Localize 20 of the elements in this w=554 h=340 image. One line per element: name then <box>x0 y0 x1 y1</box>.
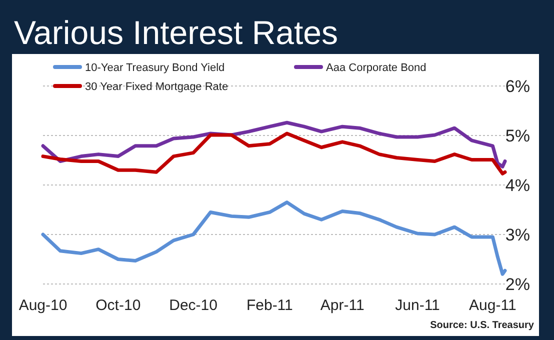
x-tick-label: Apr-11 <box>320 297 364 314</box>
x-tick-label: Jun-11 <box>395 297 440 314</box>
y-tick-label: 5% <box>505 126 530 146</box>
line-series <box>41 120 507 168</box>
legend-label: 10-Year Treasury Bond Yield <box>85 62 225 74</box>
legend-label: Aaa Corporate Bond <box>326 62 426 74</box>
legend-label: 30 Year Fixed Mortgage Rate <box>85 81 228 93</box>
x-tick-label: Oct-10 <box>96 297 141 314</box>
line-series <box>41 132 507 176</box>
y-tick-label: 3% <box>505 226 530 244</box>
x-tick-label: Dec-10 <box>169 297 218 314</box>
line-series <box>41 200 507 276</box>
source-note: Source: U.S. Treasury <box>430 320 534 331</box>
x-tick-label: Feb-11 <box>246 297 293 314</box>
chart-title: Various Interest Rates <box>14 14 338 51</box>
x-tick-label: Aug-10 <box>18 297 68 314</box>
y-tick-label: 4% <box>505 176 530 195</box>
y-tick-label: 6% <box>505 77 530 96</box>
y-tick-label: 2% <box>505 275 530 294</box>
x-tick-label: Aug-11 <box>469 297 516 314</box>
